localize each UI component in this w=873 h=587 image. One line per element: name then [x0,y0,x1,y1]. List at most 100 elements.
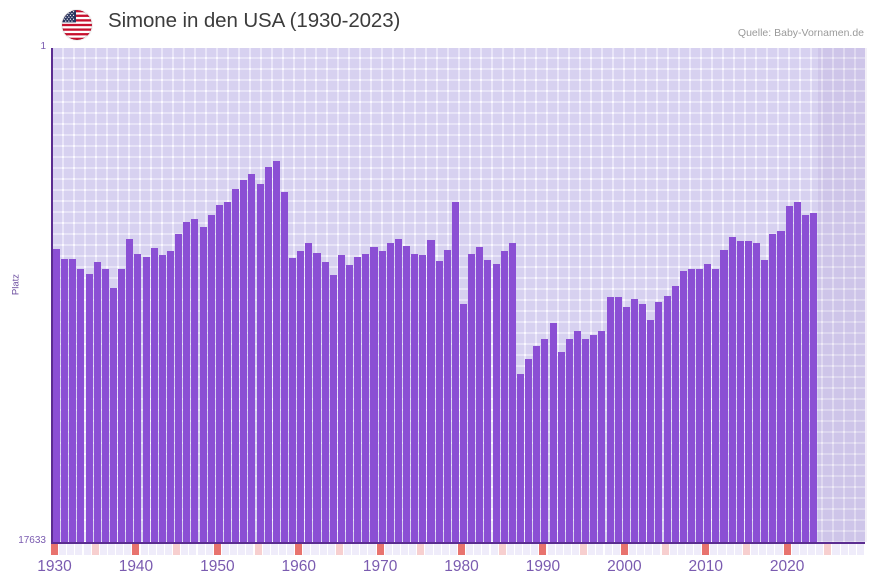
bar[interactable] [590,335,598,542]
bar[interactable] [492,263,500,542]
bar[interactable] [256,183,264,542]
bar[interactable] [223,202,232,542]
bar[interactable] [362,253,370,542]
bar[interactable] [460,304,468,542]
bar[interactable] [305,242,313,542]
bar[interactable] [101,269,109,542]
bar[interactable] [175,234,183,542]
bar[interactable] [810,213,818,542]
bar[interactable] [321,262,329,542]
bar[interactable] [468,253,476,542]
bar[interactable] [77,269,85,542]
bar[interactable] [386,242,394,542]
bar[interactable] [69,259,77,542]
bar[interactable] [500,251,508,542]
x-axis-tick-cell [514,544,523,555]
x-axis-tick-cell [287,544,295,555]
bar[interactable] [93,262,101,542]
bar[interactable] [289,258,297,542]
bar[interactable] [427,239,435,542]
bar[interactable] [272,161,280,542]
bar[interactable] [435,260,443,542]
bar[interactable] [183,221,191,542]
bar[interactable] [516,374,525,542]
bar[interactable] [753,242,761,542]
bar[interactable] [647,319,655,542]
bar[interactable] [533,346,541,542]
bar[interactable] [549,322,557,542]
bar[interactable] [53,248,61,542]
bar[interactable] [337,255,345,542]
bar[interactable] [687,269,695,542]
bar[interactable] [565,339,573,542]
bar[interactable] [232,189,240,542]
bar[interactable] [769,234,777,542]
bar[interactable] [329,274,337,542]
bar[interactable] [793,202,801,542]
bar[interactable] [109,287,118,542]
bar[interactable] [525,358,533,542]
bar[interactable] [777,231,785,542]
bar[interactable] [199,227,207,542]
bar[interactable] [451,202,459,542]
bar[interactable] [573,330,582,542]
bar[interactable] [264,167,272,542]
bar[interactable] [671,286,679,542]
bar[interactable] [728,237,736,542]
bar[interactable] [370,246,378,542]
x-axis-tick-cell [596,544,604,555]
bar[interactable] [736,241,744,542]
bar[interactable] [215,204,223,542]
bar[interactable] [582,339,590,542]
bar[interactable] [354,256,362,542]
bar[interactable] [191,218,199,542]
bar[interactable] [394,238,402,542]
bar[interactable] [85,273,93,542]
bar[interactable] [484,259,492,542]
bar[interactable] [378,251,386,542]
bar[interactable] [61,259,69,542]
bar[interactable] [801,214,809,542]
bar[interactable] [118,269,126,542]
bar[interactable] [126,238,134,542]
bar[interactable] [166,251,175,542]
bar[interactable] [150,248,158,542]
x-axis-tick-cell [742,544,750,555]
bar[interactable] [622,307,630,542]
bar[interactable] [712,269,720,542]
bar[interactable] [476,246,484,542]
bar[interactable] [248,174,256,542]
bar[interactable] [541,339,549,542]
bar[interactable] [142,256,150,542]
bar[interactable] [313,252,321,542]
bar[interactable] [207,214,215,542]
bar[interactable] [403,245,411,542]
bar[interactable] [346,265,354,542]
bar[interactable] [443,249,451,542]
bar[interactable] [158,255,166,542]
bar[interactable] [704,263,712,542]
bar[interactable] [696,269,704,542]
bar[interactable] [744,241,752,542]
bar[interactable] [655,301,663,542]
bar[interactable] [411,253,419,542]
bar[interactable] [639,304,647,542]
bar[interactable] [134,253,142,542]
bar[interactable] [630,298,639,542]
bar[interactable] [240,179,248,542]
bar[interactable] [785,206,793,542]
bar[interactable] [663,295,671,542]
x-axis-tick-cell [433,544,441,555]
x-axis-tick-cell [458,544,466,555]
bar[interactable] [280,192,288,542]
bar[interactable] [761,259,769,542]
bar[interactable] [679,270,687,542]
bar[interactable] [720,249,728,542]
bar[interactable] [419,255,427,542]
bar[interactable] [598,330,606,542]
bar[interactable] [557,351,565,542]
bar[interactable] [614,297,622,542]
bar[interactable] [508,242,516,542]
bar[interactable] [297,251,305,542]
bar[interactable] [606,297,614,542]
